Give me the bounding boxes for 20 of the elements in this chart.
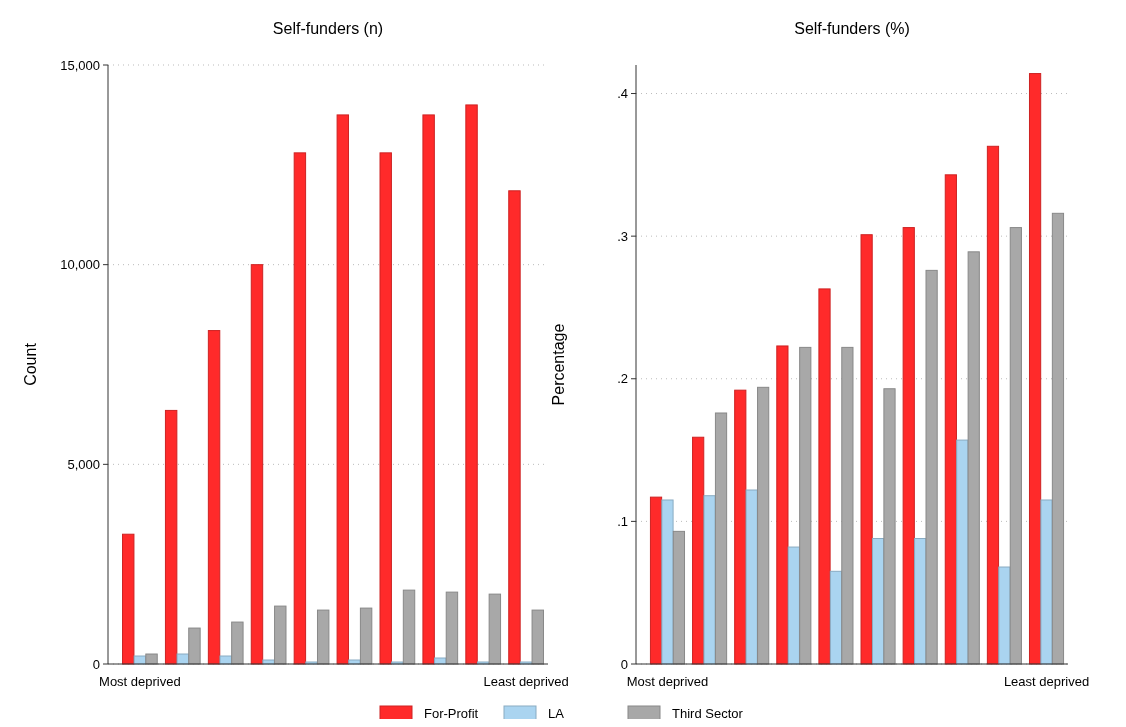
y-tick-label: 15,000 <box>60 57 100 73</box>
y-tick-label: .1 <box>617 513 628 529</box>
y-axis-title: Percentage <box>550 323 567 406</box>
y-tick-label: 0 <box>92 656 100 672</box>
legend-label: For-Profit <box>424 706 479 721</box>
x-tick-label: Most deprived <box>626 674 709 689</box>
x-tick-label: Most deprived <box>99 674 181 689</box>
y-axis-title: Count <box>22 342 39 386</box>
legend-label: LA <box>548 706 565 721</box>
y-tick-label: 5,000 <box>67 456 100 472</box>
x-tick-label: Least deprived <box>483 674 569 689</box>
legend-label: Third Sector <box>672 706 744 721</box>
chart-title: Self-funders (%) <box>794 20 910 37</box>
y-tick-label: 0 <box>620 656 628 672</box>
y-tick-label: .4 <box>617 86 628 102</box>
y-tick-label: .3 <box>617 228 628 244</box>
x-tick-label: Least deprived <box>1003 674 1090 689</box>
y-tick-label: .2 <box>617 371 628 387</box>
y-tick-label: 10,000 <box>60 257 100 273</box>
chart-title: Self-funders (n) <box>272 20 384 37</box>
